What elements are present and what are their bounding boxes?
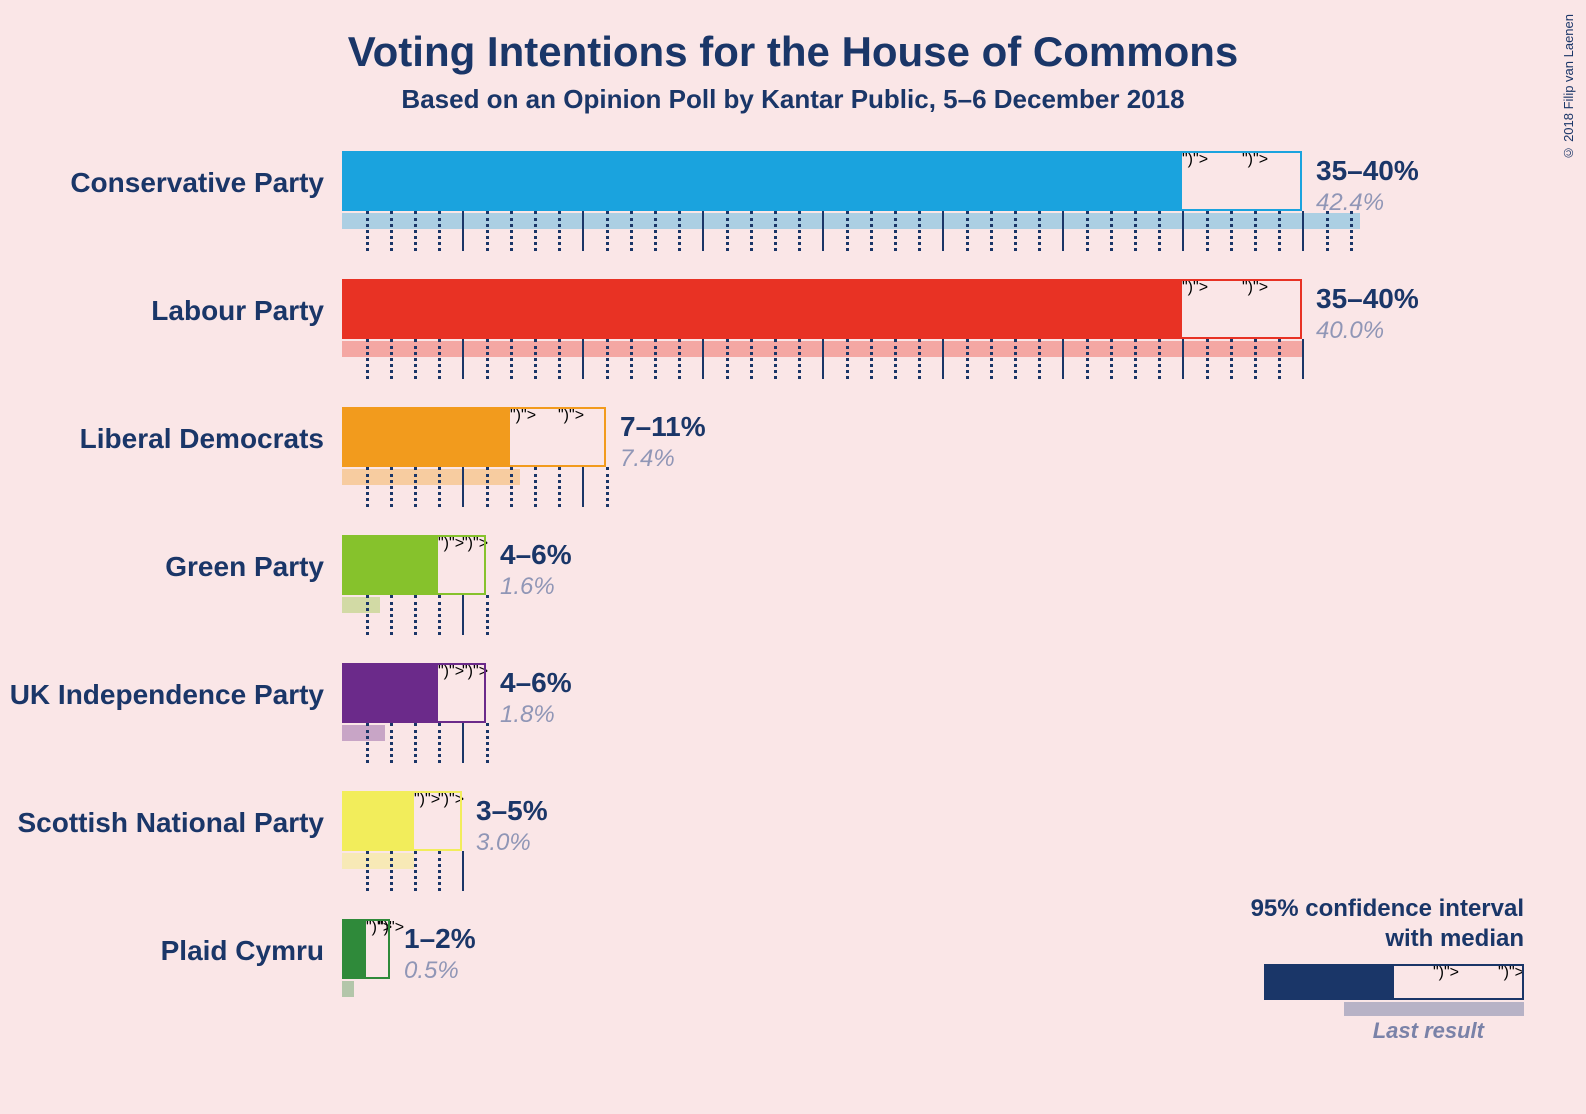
value-last: 1.8%: [500, 701, 555, 729]
value-last: 7.4%: [620, 445, 675, 473]
party-label: Green Party: [165, 551, 324, 583]
party-label: Labour Party: [151, 295, 324, 327]
bar-last-result: [342, 853, 414, 869]
legend-last-label: Last result: [1224, 1018, 1524, 1044]
gridlines: [342, 613, 486, 635]
value-last: 40.0%: [1316, 317, 1384, 345]
value-range: 3–5%: [476, 795, 548, 827]
value-range: 35–40%: [1316, 155, 1419, 187]
gridlines: [342, 229, 1360, 251]
party-label: Plaid Cymru: [161, 935, 324, 967]
legend: 95% confidence interval with median ")">…: [1224, 894, 1524, 1044]
legend-bar: ")">")">: [1264, 964, 1524, 1000]
value-range: 35–40%: [1316, 283, 1419, 315]
gridlines: [342, 741, 486, 763]
value-range: 4–6%: [500, 667, 572, 699]
copyright: © 2018 Filip van Laenen: [1561, 14, 1576, 161]
bar-last-result: [342, 469, 520, 485]
value-last: 1.6%: [500, 573, 555, 601]
value-last: 3.0%: [476, 829, 531, 857]
party-label: Scottish National Party: [17, 807, 324, 839]
bar-last-result: [342, 341, 1302, 357]
bar-last-result: [342, 725, 385, 741]
bar-last-result: [342, 597, 380, 613]
chart-row: Green Party")">")">4–6%1.6%: [342, 529, 1472, 657]
chart-row: Liberal Democrats")">")">7–11%7.4%: [342, 401, 1472, 529]
legend-last-bar: [1344, 1002, 1524, 1016]
party-label: UK Independence Party: [10, 679, 324, 711]
party-label: Liberal Democrats: [80, 423, 324, 455]
value-last: 0.5%: [404, 957, 459, 985]
value-last: 42.4%: [1316, 189, 1384, 217]
legend-title: 95% confidence interval with median: [1224, 894, 1524, 954]
gridlines: [342, 869, 462, 891]
gridlines: [342, 485, 606, 507]
bar-last-result: [342, 213, 1360, 229]
value-range: 4–6%: [500, 539, 572, 571]
chart-row: Labour Party")">")">35–40%40.0%: [342, 273, 1472, 401]
chart-title: Voting Intentions for the House of Commo…: [0, 0, 1586, 76]
chart-row: Conservative Party")">")">35–40%42.4%: [342, 145, 1472, 273]
value-range: 7–11%: [620, 411, 706, 443]
party-label: Conservative Party: [70, 167, 324, 199]
value-range: 1–2%: [404, 923, 476, 955]
bar-last-result: [342, 981, 354, 997]
chart-subtitle: Based on an Opinion Poll by Kantar Publi…: [0, 76, 1586, 145]
chart-row: UK Independence Party")">")">4–6%1.8%: [342, 657, 1472, 785]
gridlines: [342, 357, 1302, 379]
